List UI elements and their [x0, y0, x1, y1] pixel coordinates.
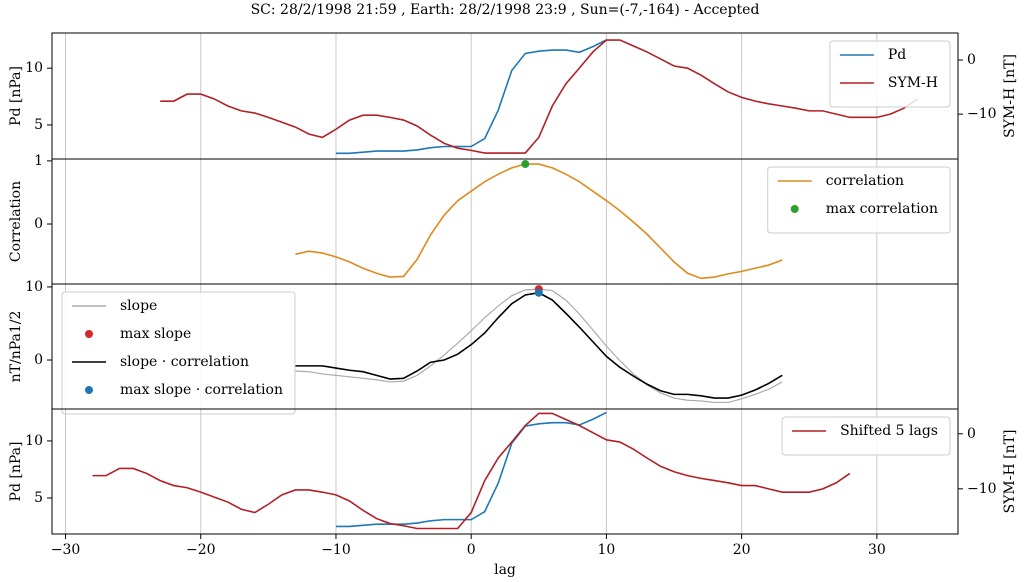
y-tick-label: 0: [34, 216, 43, 232]
data-line: [295, 291, 783, 399]
legend-marker: [790, 205, 799, 213]
y2-tick-label: 0: [967, 52, 976, 68]
data-line: [295, 288, 783, 404]
y2-axis-label: SYM-H [nT]: [1002, 430, 1018, 514]
x-tick-label: −30: [51, 542, 81, 558]
legend-box: [829, 40, 951, 108]
y-tick-label: 5: [34, 490, 43, 506]
y2-tick-label: 0: [967, 426, 976, 442]
legend-label: Shifted 5 lags: [840, 423, 938, 439]
data-point: [534, 288, 543, 297]
y-tick-label: 0: [34, 352, 43, 368]
legend-box: [61, 291, 296, 415]
legend-label: max correlation: [826, 201, 938, 217]
y-axis-label: nT/nPa1/2: [8, 311, 24, 383]
legend-label: SYM-H: [888, 75, 938, 91]
legend-box: [781, 416, 951, 456]
y2-axis-label: SYM-H [nT]: [1002, 54, 1018, 138]
x-tick-label: 30: [868, 542, 886, 558]
x-axis-label: lag: [494, 562, 516, 578]
y2-tick-label: −10: [967, 106, 997, 122]
data-line: [335, 411, 607, 528]
legend: slope max slope slope · correlation max slo…: [61, 291, 296, 415]
legend-label: correlation: [826, 173, 904, 189]
legend-label: max slope · correlation: [120, 382, 283, 398]
legend-label: Pd: [888, 47, 906, 63]
chart-title: SC: 28/2/1998 21:59 , Earth: 28/2/1998 2…: [251, 2, 760, 18]
plot-frame: [51, 32, 959, 160]
y-tick-label: 10: [25, 433, 43, 449]
legend-marker: [85, 330, 93, 338]
data-line: [295, 163, 783, 280]
x-tick-label: −20: [186, 542, 216, 558]
plot-frame: [51, 408, 959, 535]
y-tick-label: 5: [34, 117, 43, 133]
legend-box: [767, 166, 951, 234]
y-tick-label: 10: [25, 279, 43, 295]
legend-marker: [85, 386, 93, 394]
x-tick-label: 10: [598, 542, 616, 558]
legend: Shifted 5 lags: [781, 416, 951, 456]
y2-tick-label: −10: [967, 481, 997, 497]
legend-label: max slope: [120, 326, 191, 342]
legend: Pd SYM-H: [829, 40, 951, 108]
x-tick-label: 0: [467, 542, 476, 558]
x-tick-label: −10: [321, 542, 351, 558]
legend-label: slope: [120, 298, 157, 314]
data-line: [92, 412, 851, 530]
data-point: [521, 160, 530, 169]
legend-label: slope · correlation: [120, 354, 249, 370]
legend: correlation max correlation: [767, 166, 951, 234]
y-axis-label: Pd [nPa]: [8, 66, 24, 126]
x-tick-label: 20: [733, 542, 751, 558]
data-line: [160, 39, 918, 154]
y-axis-label: Pd [nPa]: [8, 442, 24, 502]
y-tick-label: 10: [25, 60, 43, 76]
data-line: [335, 39, 607, 155]
y-tick-label: 1: [34, 153, 43, 169]
y-axis-label: Correlation: [8, 181, 24, 262]
